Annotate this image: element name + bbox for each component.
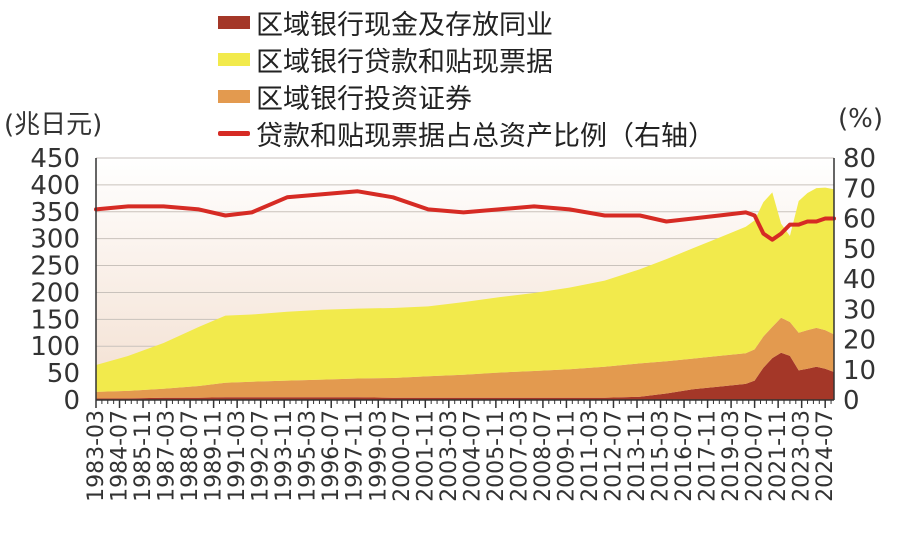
x-tick-label: 2013-11: [625, 410, 650, 502]
y-right-tick-label: 40: [843, 265, 876, 295]
y-right-tick-label: 70: [843, 174, 876, 204]
stacked-areas: [96, 187, 834, 400]
y-left-tick-label: 450: [30, 144, 80, 174]
x-tick-label: 2005-11: [484, 410, 509, 502]
legend-swatch-securities: [218, 90, 250, 103]
x-tick-label: 1987-03: [155, 410, 180, 502]
legend-item-ratio: 贷款和贴现票据占总资产比例（右轴）: [218, 115, 715, 152]
legend-item-loans: 区域银行贷款和贴现票据: [218, 41, 715, 78]
x-tick-label: 2019-03: [719, 410, 744, 502]
y-right-tick-label: 50: [843, 235, 876, 265]
x-tick-label: 1984-07: [108, 410, 133, 502]
x-tick-label: 2020-07: [743, 410, 768, 502]
x-tick-label: 2008-07: [531, 410, 556, 502]
legend-label-cash: 区域银行现金及存放同业: [256, 10, 553, 41]
x-tick-label: 2012-07: [602, 410, 627, 502]
y-left-tick-label: 400: [30, 171, 80, 201]
legend: 区域银行现金及存放同业 区域银行贷款和贴现票据 区域银行投资证券 贷款和贴现票据…: [218, 4, 715, 152]
x-tick-label: 2021-11: [766, 410, 791, 502]
x-axis: 1983-031984-071985-111987-031988-071989-…: [84, 158, 838, 502]
ratio-line: [94, 189, 836, 242]
x-tick-label: 1995-03: [296, 410, 321, 502]
area-series: [96, 317, 834, 399]
x-tick-label: 1983-03: [84, 410, 109, 502]
y-left-tick-label: 50: [47, 359, 80, 389]
y-left-tick-label: 100: [30, 332, 80, 362]
y-right-tick-label: 80: [843, 144, 876, 174]
x-tick-label: 2007-03: [507, 410, 532, 502]
legend-item-securities: 区域银行投资证券: [218, 78, 715, 115]
area-series: [96, 352, 834, 400]
x-tick-label: 1999-03: [366, 410, 391, 502]
x-tick-label: 2015-03: [649, 410, 674, 502]
x-tick-label: 2001-11: [413, 410, 438, 502]
y-left-tick-label: 150: [30, 305, 80, 335]
y-left-tick-label: 250: [30, 252, 80, 282]
y-right-tick-label: 10: [843, 356, 876, 386]
legend-label-securities: 区域银行投资证券: [256, 84, 472, 115]
x-tick-label: 1997-11: [343, 410, 368, 502]
x-tick-label: 2017-11: [696, 410, 721, 502]
ratio-line-series: [94, 189, 836, 242]
x-tick-label: 2004-07: [460, 410, 485, 502]
x-tick-label: 2000-07: [390, 410, 415, 502]
y-left-tick-label: 350: [30, 198, 80, 228]
x-tick-label: 1991-03: [225, 410, 250, 502]
y-right-tick-label: 20: [843, 326, 876, 356]
x-tick-label: 2009-11: [554, 410, 579, 502]
x-tick-label: 1993-11: [272, 410, 297, 502]
x-tick-label: 2003-03: [437, 410, 462, 502]
x-tick-label: 1989-11: [202, 410, 227, 502]
x-tick-label: 2011-03: [578, 410, 603, 502]
y-right-tick-label: 30: [843, 295, 876, 325]
x-tick-label: 2023-03: [790, 410, 815, 502]
y-right-tick-label: 0: [843, 386, 860, 416]
x-tick-label: 1996-07: [319, 410, 344, 502]
y-left-tick-label: 200: [30, 278, 80, 308]
x-tick-label: 2016-07: [672, 410, 697, 502]
legend-swatch-loans: [218, 53, 250, 66]
legend-label-ratio: 贷款和贴现票据占总资产比例（右轴）: [256, 121, 715, 152]
left-axis-unit: (兆日元): [4, 110, 103, 140]
x-tick-label: 1992-07: [249, 410, 274, 502]
x-tick-label: 1985-11: [131, 410, 156, 502]
x-tick-label: 2024-07: [813, 410, 838, 502]
x-tick-label: 1988-07: [178, 410, 203, 502]
legend-swatch-ratio: [218, 131, 250, 136]
y-right-tick-label: 60: [843, 205, 876, 235]
y-left-tick-label: 300: [30, 225, 80, 255]
y-left-tick-label: 0: [63, 386, 80, 416]
legend-label-loans: 区域银行贷款和贴现票据: [256, 47, 553, 78]
legend-item-cash: 区域银行现金及存放同业: [218, 4, 715, 41]
area-series: [96, 187, 834, 392]
legend-swatch-cash: [218, 16, 250, 29]
right-axis-unit: (%): [838, 104, 883, 134]
